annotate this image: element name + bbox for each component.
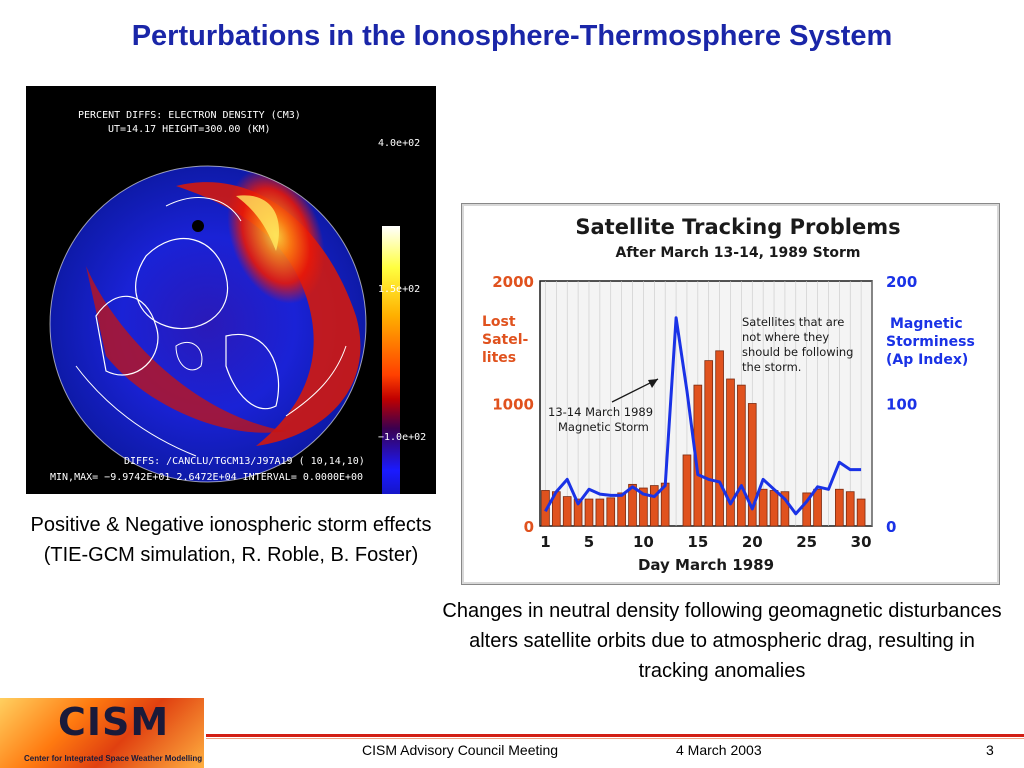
annotation-satellites-line: should be following <box>742 345 854 359</box>
colorbar-min: −1.0e+02 <box>378 432 427 443</box>
y-tick-labels-left: 0 1000 2000 <box>492 273 534 536</box>
bar <box>737 384 746 527</box>
chart-svg: Satellite Tracking Problems After March … <box>464 206 997 582</box>
colorbar-max: 4.0e+02 <box>378 138 421 149</box>
x-tick-label: 5 <box>584 533 594 551</box>
bar <box>628 483 637 527</box>
y-axis-label-left-line: Lost <box>482 314 516 330</box>
y-tick-labels-right: 0 100 200 <box>886 273 917 536</box>
bar <box>682 454 692 527</box>
x-tick-label: 10 <box>633 533 654 551</box>
satellite-tracking-chart: Satellite Tracking Problems After March … <box>461 203 1000 585</box>
x-axis-label: Day March 1989 <box>638 556 774 574</box>
chart-subtitle: After March 13-14, 1989 Storm <box>615 245 860 261</box>
y-axis-label-left-line: lites <box>482 350 516 366</box>
annotation-storm-line: Magnetic Storm <box>558 420 649 434</box>
y-tick-label-right: 0 <box>886 518 896 536</box>
bar <box>704 360 714 527</box>
x-tick-label: 20 <box>742 533 763 551</box>
footer-meeting: CISM Advisory Council Meeting <box>362 742 559 758</box>
annotation-satellites-line: not where they <box>742 330 829 344</box>
y-axis-label-left: Lost Satel-lites <box>482 314 529 366</box>
footer-rule <box>206 734 1024 737</box>
annotation-satellites-line: the storm. <box>742 360 801 374</box>
right-caption: Changes in neutral density following geo… <box>442 600 1002 682</box>
y-axis-label-left-line: Satel- <box>482 332 529 348</box>
bar-series <box>541 350 866 527</box>
y-axis-label-right: Magnetic Storminess (Ap Index) <box>886 316 975 368</box>
simulation-image: PERCENT DIFFS: ELECTRON DENSITY (CM3) UT… <box>26 86 436 494</box>
annotation-arrowhead <box>648 379 658 388</box>
ap-index-line <box>544 316 862 516</box>
y-axis-label-right-line: Storminess <box>886 334 975 350</box>
simulation-footer-line1: DIFFS: /CANCLU/TGCM13/J97A19 ( 10,14,10) <box>124 456 365 467</box>
annotation-satellites-line: Satellites that are <box>742 315 844 329</box>
slide-title: Perturbations in the Ionosphere-Thermosp… <box>131 20 893 52</box>
bar <box>649 485 659 527</box>
x-tick-label: 1 <box>540 533 550 551</box>
polar-map <box>49 165 367 483</box>
x-tick-label: 30 <box>851 533 872 551</box>
bar <box>726 378 735 527</box>
y-tick-label-left: 2000 <box>492 273 534 291</box>
bar <box>715 350 724 527</box>
bar <box>584 498 594 527</box>
colorbar-mid: 1.5e+02 <box>378 284 421 295</box>
footer-rule-light <box>206 738 1024 739</box>
footer-page-number: 3 <box>986 742 994 758</box>
bar <box>813 488 822 527</box>
cism-logo: CISM Center for Integrated Space Weather… <box>0 698 204 768</box>
y-tick-label-left: 0 <box>524 518 534 536</box>
bar <box>758 488 768 527</box>
simulation-footer-line2: MIN,MAX= −9.9742E+01 2.6472E+04 INTERVAL… <box>50 472 364 483</box>
left-caption: Positive & Negative ionospheric storm ef… <box>30 514 432 566</box>
bar <box>562 496 572 527</box>
x-tick-labels: 1 5 10 15 20 25 30 <box>540 533 871 551</box>
simulation-header-line2: UT=14.17 HEIGHT=300.00 (KM) <box>108 124 271 135</box>
bar <box>835 488 844 527</box>
bar <box>845 491 855 527</box>
chart-title: Satellite Tracking Problems <box>575 215 900 239</box>
bar <box>769 490 779 527</box>
bar <box>573 498 583 527</box>
bar <box>606 497 616 527</box>
footer-date: 4 March 2003 <box>676 742 762 758</box>
bar <box>747 403 757 527</box>
bar <box>639 487 648 527</box>
y-tick-label-left: 1000 <box>492 396 534 414</box>
y-tick-label-right: 200 <box>886 273 917 291</box>
y-tick-label-right: 100 <box>886 396 917 414</box>
logo-subtext: Center for Integrated Space Weather Mode… <box>24 754 203 763</box>
y-axis-label-right-line: Magnetic <box>890 316 963 332</box>
bar <box>802 492 812 527</box>
bar <box>856 498 866 527</box>
x-tick-label: 15 <box>687 533 708 551</box>
bar <box>780 491 790 527</box>
bar <box>595 498 605 527</box>
x-tick-label: 25 <box>796 533 817 551</box>
pole-marker <box>192 220 204 232</box>
annotation-storm-line: 13-14 March 1989 <box>548 405 653 419</box>
y-axis-label-right-line: (Ap Index) <box>886 352 968 368</box>
bar <box>617 492 626 527</box>
logo-text: CISM <box>58 700 170 744</box>
colorbar <box>382 226 400 494</box>
simulation-header-line1: PERCENT DIFFS: ELECTRON DENSITY (CM3) <box>78 110 301 121</box>
